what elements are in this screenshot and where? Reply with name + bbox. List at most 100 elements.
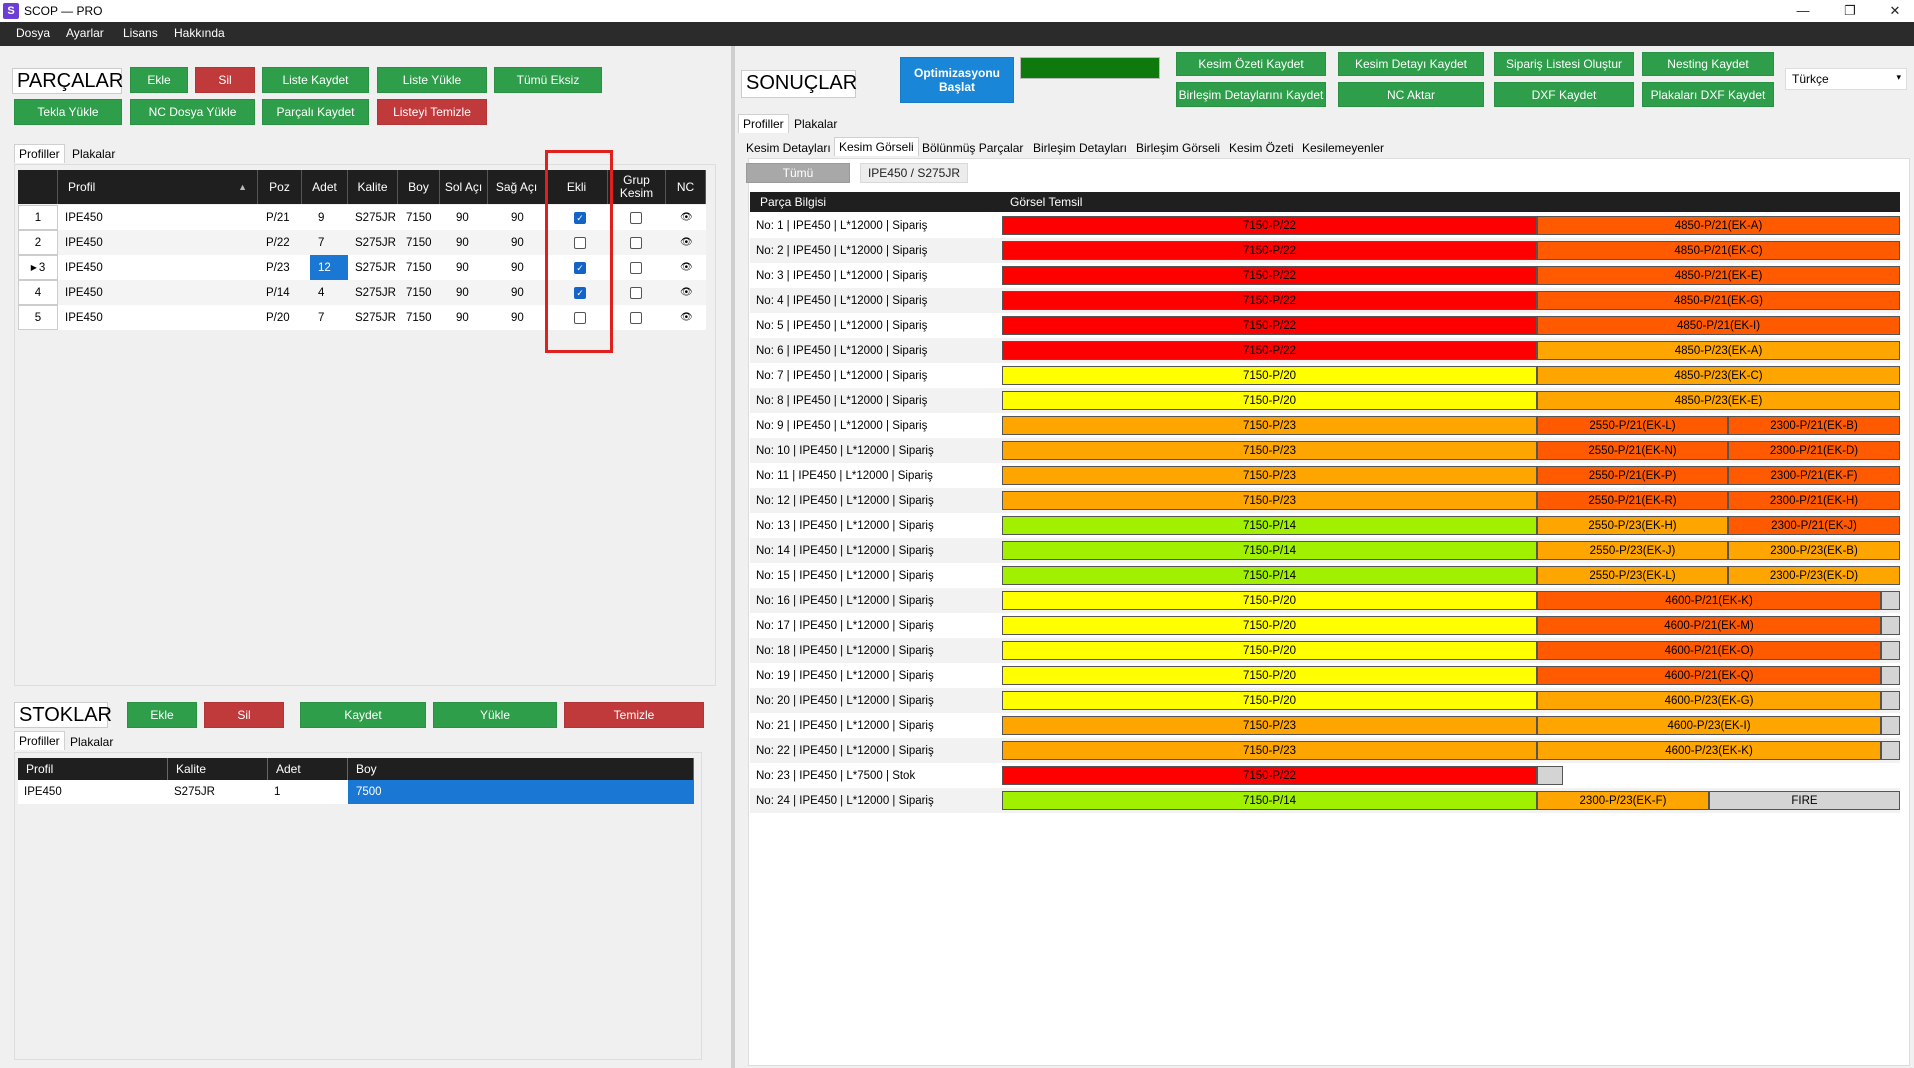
load-list-button[interactable]: Liste Yükle [377, 67, 487, 93]
subtab-joint-details[interactable]: Birleşim Detayları [1033, 141, 1128, 155]
stock-cell-boy-selected[interactable]: 7500 [348, 780, 694, 804]
ekli-checkbox[interactable] [574, 236, 586, 249]
cell-kalite[interactable]: S275JR [355, 211, 396, 224]
stock-delete-button[interactable]: Sil [204, 702, 284, 728]
cut-segment[interactable]: 4600-P/21(EK-O) [1537, 641, 1881, 660]
cut-segment[interactable]: 4600-P/21(EK-M) [1537, 616, 1881, 635]
cut-segment[interactable]: 4600-P/23(EK-I) [1537, 716, 1881, 735]
cut-segment[interactable]: 4600-P/21(EK-K) [1537, 591, 1881, 610]
eye-icon[interactable]: 👁 [680, 287, 693, 298]
cut-segment[interactable]: 7150-P/22 [1002, 766, 1537, 785]
parts-header-poz[interactable]: Poz [258, 170, 302, 204]
cut-segment-scrap[interactable]: FIRE [1709, 791, 1900, 810]
parts-add-button[interactable]: Ekle [130, 67, 188, 93]
subtab-split-parts[interactable]: Bölünmüş Parçalar [922, 141, 1024, 155]
menu-ayarlar[interactable]: Ayarlar [66, 26, 104, 40]
cell-profil[interactable]: IPE450 [65, 286, 103, 299]
cut-segment[interactable]: 7150-P/22 [1002, 316, 1537, 335]
cell-sag-aci[interactable]: 90 [511, 236, 524, 249]
stock-cell-kalite[interactable]: S275JR [174, 786, 215, 798]
save-dxf-button[interactable]: DXF Kaydet [1494, 82, 1634, 107]
cell-sag-aci[interactable]: 90 [511, 211, 524, 224]
parts-header-adet[interactable]: Adet [302, 170, 348, 204]
stock-cell-profil[interactable]: IPE450 [24, 786, 62, 798]
cell-sol-aci[interactable]: 90 [456, 311, 469, 324]
parts-header-sag-aci[interactable]: Sağ Açı [488, 170, 546, 204]
menu-dosya[interactable]: Dosya [16, 26, 51, 40]
cell-profil[interactable]: IPE450 [65, 211, 103, 224]
cut-segment[interactable]: 4600-P/23(EK-K) [1537, 741, 1881, 760]
cut-bar-row[interactable]: No: 15 | IPE450 | L*12000 | Sipariş 7150-… [750, 563, 1900, 588]
cut-segment[interactable]: 2300-P/21(EK-F) [1728, 466, 1900, 485]
save-cut-detail-button[interactable]: Kesim Detayı Kaydet [1338, 52, 1484, 76]
start-optimization-button[interactable]: Optimizasyonu Başlat [900, 57, 1014, 103]
stock-header-kalite[interactable]: Kalite [168, 758, 268, 780]
stock-add-button[interactable]: Ekle [127, 702, 197, 728]
cut-bar-row[interactable]: No: 2 | IPE450 | L*12000 | Sipariş 7150-P… [750, 238, 1900, 263]
menu-lisans[interactable]: Lisans [123, 26, 158, 40]
cut-segment[interactable]: 4850-P/23(EK-E) [1537, 391, 1900, 410]
grup-kesim-checkbox[interactable] [630, 261, 642, 274]
subtab-uncut[interactable]: Kesilemeyenler [1302, 141, 1385, 155]
table-row[interactable]: 4 IPE450 P/14 4 S275JR 7150 90 90 ✓ 👁 [18, 280, 706, 305]
subtab-cut-details[interactable]: Kesim Detayları [746, 141, 831, 155]
cut-segment[interactable]: 7150-P/22 [1002, 291, 1537, 310]
cell-sol-aci[interactable]: 90 [456, 261, 469, 274]
cell-boy[interactable]: 7150 [406, 211, 432, 224]
cell-adet[interactable]: 4 [318, 286, 325, 299]
cell-sol-aci[interactable]: 90 [456, 211, 469, 224]
cut-segment[interactable]: 2300-P/21(EK-H) [1728, 491, 1900, 510]
table-row[interactable]: 1 IPE450 P/21 9 S275JR 7150 90 90 ✓ 👁 [18, 205, 706, 230]
cut-segment-waste[interactable] [1537, 766, 1563, 785]
cut-bar-row[interactable]: No: 22 | IPE450 | L*12000 | Sipariş 7150-… [750, 738, 1900, 763]
nc-file-load-button[interactable]: NC Dosya Yükle [130, 99, 255, 125]
parts-header-boy[interactable]: Boy [398, 170, 440, 204]
table-row[interactable]: ▶ 3 IPE450 P/23 12 S275JR 7150 90 90 ✓ 👁 [18, 255, 706, 280]
minimize-icon[interactable]: — [1796, 3, 1810, 18]
cut-segment[interactable]: 4850-P/21(EK-G) [1537, 291, 1900, 310]
cut-segment[interactable]: 4600-P/23(EK-G) [1537, 691, 1881, 710]
cut-segment-waste[interactable] [1881, 716, 1900, 735]
cut-segment-waste[interactable] [1881, 666, 1900, 685]
save-nesting-button[interactable]: Nesting Kaydet [1642, 52, 1774, 76]
cell-sag-aci[interactable]: 90 [511, 261, 524, 274]
stock-save-button[interactable]: Kaydet [300, 702, 426, 728]
cell-boy[interactable]: 7150 [406, 311, 432, 324]
cut-segment[interactable]: 2300-P/23(EK-B) [1728, 541, 1900, 560]
grup-kesim-checkbox[interactable] [630, 311, 642, 324]
cut-segment[interactable]: 2550-P/21(EK-N) [1537, 441, 1728, 460]
cut-segment[interactable]: 4850-P/21(EK-E) [1537, 266, 1900, 285]
cut-segment[interactable]: 2550-P/23(EK-L) [1537, 566, 1728, 585]
language-select[interactable]: Türkçe ▾ [1785, 68, 1907, 90]
parts-header-kalite[interactable]: Kalite [348, 170, 398, 204]
cut-segment[interactable]: 4850-P/21(EK-I) [1537, 316, 1900, 335]
cell-poz[interactable]: P/21 [266, 211, 290, 224]
cut-segment-waste[interactable] [1881, 741, 1900, 760]
cell-profil[interactable]: IPE450 [65, 236, 103, 249]
eye-icon[interactable]: 👁 [680, 312, 693, 323]
cell-kalite[interactable]: S275JR [355, 286, 396, 299]
cut-segment[interactable]: 7150-P/20 [1002, 591, 1537, 610]
cut-segment[interactable]: 7150-P/20 [1002, 366, 1537, 385]
maximize-icon[interactable]: ❐ [1844, 3, 1856, 18]
eye-icon[interactable]: 👁 [680, 262, 693, 273]
parts-header-profil[interactable]: Profil ▲ [58, 170, 258, 204]
stock-load-button[interactable]: Yükle [433, 702, 557, 728]
subtab-cut-visual[interactable]: Kesim Görseli [834, 137, 919, 156]
cell-sol-aci[interactable]: 90 [456, 286, 469, 299]
table-row[interactable]: 5 IPE450 P/20 7 S275JR 7150 90 90 👁 [18, 305, 706, 330]
stock-header-adet[interactable]: Adet [268, 758, 348, 780]
table-row[interactable]: 2 IPE450 P/22 7 S275JR 7150 90 90 👁 [18, 230, 706, 255]
stocks-tab-plates[interactable]: Plakalar [70, 735, 114, 749]
cut-segment[interactable]: 7150-P/23 [1002, 416, 1537, 435]
cell-kalite[interactable]: S275JR [355, 261, 396, 274]
table-row[interactable]: IPE450 S275JR 1 7500 [18, 780, 694, 804]
cut-bar-row[interactable]: No: 18 | IPE450 | L*12000 | Sipariş 7150-… [750, 638, 1900, 663]
cut-bar-row[interactable]: No: 3 | IPE450 | L*12000 | Sipariş 7150-P… [750, 263, 1900, 288]
cut-segment-waste[interactable] [1881, 691, 1900, 710]
partial-save-button[interactable]: Parçalı Kaydet [262, 99, 369, 125]
cut-segment[interactable]: 7150-P/20 [1002, 641, 1537, 660]
cell-poz[interactable]: P/23 [266, 261, 290, 274]
cut-bar-row[interactable]: No: 7 | IPE450 | L*12000 | Sipariş 7150-P… [750, 363, 1900, 388]
clear-list-button[interactable]: Listeyi Temizle [377, 99, 487, 125]
